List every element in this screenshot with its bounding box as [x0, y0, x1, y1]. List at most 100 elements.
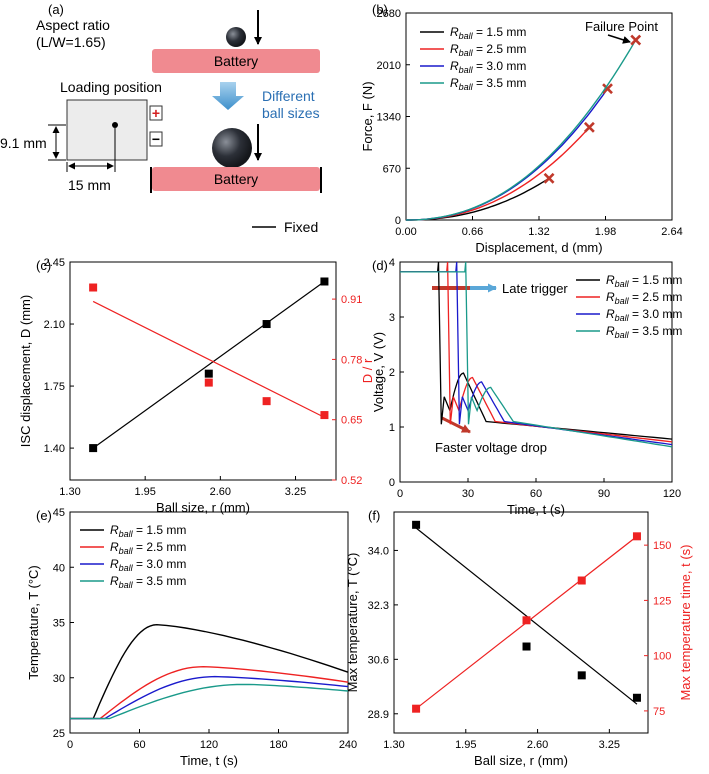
- max-temperature-point: [412, 520, 421, 529]
- panel-a: (a) Aspect ratio (L/W=1.65) Loading posi…: [0, 2, 322, 235]
- y-right-tick-label-c: 0.52: [341, 475, 362, 487]
- y-right-tick-label-f: 125: [653, 595, 671, 607]
- D-point: [89, 444, 98, 453]
- x-tick-label-d: 120: [663, 488, 681, 500]
- x-tick-label-c: 1.30: [59, 486, 80, 498]
- x-tick-label-b: 1.98: [595, 226, 616, 238]
- panel-d: (d) Late trigger Faster voltage drop 0 30…: [371, 257, 682, 517]
- D-over-r-point: [262, 397, 271, 406]
- panel-e: (e) 0 60 120 180 240 25 30 35 40 45 Time, t (s) Tem…: [26, 507, 357, 768]
- x-axis-label-f: Ball size, r (mm): [474, 753, 568, 768]
- temperature-curve-3: [70, 675, 349, 720]
- y-tick-label-b: 670: [383, 163, 401, 175]
- panel-a-label: (a): [48, 2, 64, 17]
- failure-marker-b: [583, 121, 595, 133]
- temperature-curve-4: [70, 683, 349, 720]
- small-ball-icon: [226, 27, 246, 47]
- aspect-ratio-title: Aspect ratio: [36, 17, 110, 33]
- y-right-axis-label-f: Max temperature time, t (s): [678, 544, 693, 700]
- dim-height-label: 9.1 mm: [0, 135, 47, 151]
- positive-terminal: [149, 105, 163, 121]
- T-fit-line: [415, 527, 638, 705]
- negative-terminal: [149, 131, 163, 147]
- max-temperature-time-point: [577, 576, 586, 585]
- fixed-legend-label: Fixed: [284, 219, 318, 235]
- D-point: [262, 320, 271, 329]
- legend-entry-b: Rball = 1.5 mm: [450, 25, 526, 41]
- D-over-r-point: [89, 283, 98, 292]
- y-tick-label-c: 1.40: [44, 443, 65, 455]
- y-axis-label-d: Voltage, V (V): [371, 332, 386, 412]
- legend-entry-b: Rball = 2.5 mm: [450, 42, 526, 58]
- x-axis-label-e: Time, t (s): [180, 753, 238, 768]
- x-axis-label-d: Time, t (s): [507, 502, 565, 517]
- legend-entry-d: Rball = 2.5 mm: [606, 290, 682, 306]
- y-tick-label-d: 2: [389, 367, 395, 379]
- x-tick-label-d: 30: [462, 488, 474, 500]
- max-temperature-time-point: [522, 616, 531, 625]
- x-tick-label-b: 0.66: [462, 226, 483, 238]
- late-trigger-annotation: Late trigger: [502, 281, 568, 296]
- x-tick-label-c: 3.25: [285, 486, 306, 498]
- aspect-ratio-value: (L/W=1.65): [36, 34, 106, 50]
- y-tick-label-f: 30.6: [368, 654, 389, 666]
- x-tick-label-c: 2.60: [210, 486, 231, 498]
- x-tick-label-d: 0: [397, 488, 403, 500]
- legend-entry-e: Rball = 3.5 mm: [110, 574, 186, 590]
- plot-frame-f: [393, 511, 649, 734]
- battery-bottom-label: Battery: [214, 171, 258, 187]
- y-tick-label-e: 40: [53, 562, 65, 574]
- D-fit-line: [92, 281, 325, 449]
- y-right-tick-label-f: 150: [653, 540, 671, 552]
- max-temperature-point: [632, 693, 641, 702]
- x-tick-label-f: 3.25: [599, 739, 620, 751]
- x-tick-label-d: 60: [530, 488, 542, 500]
- D-point: [320, 277, 329, 286]
- x-tick-label-e: 120: [200, 739, 218, 751]
- minus-icon: −: [152, 131, 160, 147]
- y-tick-label-c: 1.75: [44, 381, 65, 393]
- plot-frame-c: [69, 261, 337, 481]
- y-tick-label-b: 2010: [377, 60, 401, 72]
- battery-bottom: [152, 167, 320, 191]
- y-right-tick-label-f: 75: [653, 706, 665, 718]
- panel-d-label: (d): [372, 258, 388, 273]
- battery-top: [152, 49, 320, 73]
- x-tick-label-b: 2.64: [661, 226, 682, 238]
- y-tick-label-e: 45: [53, 507, 65, 519]
- y-axis-label-c: ISC displacement, D (mm): [18, 295, 33, 447]
- x-tick-label-e: 0: [67, 739, 73, 751]
- legend-entry-e: Rball = 1.5 mm: [110, 523, 186, 539]
- plus-icon: +: [152, 105, 160, 121]
- y-tick-label-b: 2680: [377, 8, 401, 20]
- panel-f: (f) 1.30 1.95 2.60 3.25 28.9 30.6 32.3 34.0 75 10…: [345, 508, 693, 768]
- y-tick-label-f: 28.9: [368, 709, 389, 721]
- legend-entry-e: Rball = 2.5 mm: [110, 540, 186, 556]
- temperature-curve-1: [70, 623, 349, 720]
- faster-drop-arrow: [441, 416, 471, 434]
- battery-top-label: Battery: [214, 53, 258, 69]
- y-tick-label-b: 0: [395, 215, 401, 227]
- legend-entry-b: Rball = 3.0 mm: [450, 59, 526, 75]
- y-tick-label-f: 34.0: [368, 545, 389, 557]
- y-tick-label-d: 4: [389, 257, 395, 269]
- failure-point-arrow: [607, 34, 631, 44]
- panel-b-label: (b): [372, 2, 388, 17]
- failure-marker-b: [630, 34, 642, 46]
- transition-arrow-icon: [212, 82, 244, 110]
- x-tick-label-f: 2.60: [527, 739, 548, 751]
- panel-c-label: (c): [36, 258, 51, 273]
- y-axis-label-e: Temperature, T (°C): [26, 565, 41, 680]
- voltage-curve-4: [400, 261, 673, 448]
- max-temperature-time-point: [632, 532, 641, 541]
- x-axis-label-c: Ball size, r (mm): [156, 500, 250, 515]
- y-tick-label-d: 1: [389, 422, 395, 434]
- large-ball-icon: [212, 128, 252, 168]
- x-tick-label-e: 60: [133, 739, 145, 751]
- failure-marker-b: [543, 172, 555, 184]
- panel-e-label: (e): [36, 508, 52, 523]
- y-tick-label-d: 0: [389, 477, 395, 489]
- x-tick-label-b: 0.00: [395, 226, 416, 238]
- legend-entry-d: Rball = 3.5 mm: [606, 324, 682, 340]
